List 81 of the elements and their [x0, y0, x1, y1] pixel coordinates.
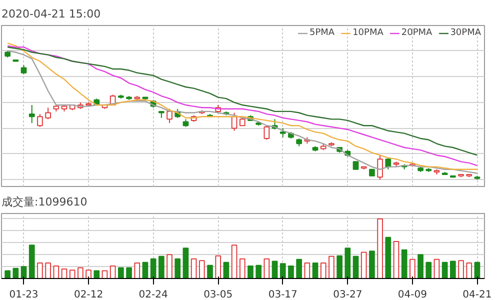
- candlestick: [20, 64, 27, 75]
- bar: [410, 258, 416, 278]
- bar: [166, 254, 172, 278]
- bar: [256, 264, 262, 278]
- bar: [94, 270, 100, 278]
- bar: [328, 256, 334, 278]
- bar: [231, 244, 238, 278]
- x-tick-label: 02-12: [74, 290, 104, 300]
- bar: [352, 256, 359, 278]
- bar: [78, 267, 84, 278]
- bar: [377, 218, 383, 278]
- candlestick: [37, 114, 43, 128]
- bar: [37, 262, 43, 278]
- bar: [288, 265, 294, 278]
- bar: [4, 270, 10, 278]
- bar: [69, 270, 76, 278]
- candlestick: [45, 107, 51, 120]
- bar: [239, 258, 246, 278]
- bar: [142, 262, 148, 278]
- bar: [426, 262, 432, 278]
- bar: [207, 264, 213, 278]
- bar: [393, 241, 400, 278]
- x-tick-label: 02-24: [138, 290, 168, 300]
- bar: [360, 252, 367, 278]
- chart-title: 成交量:1099610: [2, 196, 88, 208]
- bar: [102, 270, 108, 278]
- bar: [61, 268, 68, 278]
- candlestick: [264, 125, 270, 140]
- bar: [418, 254, 424, 278]
- bar: [223, 262, 230, 278]
- bar: [134, 262, 140, 278]
- bar: [280, 263, 286, 278]
- candlestick: [280, 128, 286, 138]
- bar: [110, 265, 116, 278]
- chart-title: 2020-04-21 15:00: [2, 8, 101, 20]
- bar: [12, 268, 19, 278]
- bar: [53, 265, 60, 278]
- x-tick-label: 03-17: [268, 290, 298, 300]
- candlestick: [166, 108, 172, 124]
- legend-label: 20PMA: [401, 28, 432, 38]
- bar: [198, 260, 205, 278]
- bar: [304, 262, 310, 278]
- bar: [312, 262, 318, 278]
- bar: [344, 248, 351, 278]
- bar: [474, 262, 480, 278]
- bar: [336, 255, 342, 278]
- bar: [248, 265, 254, 278]
- candlestick: [28, 104, 35, 124]
- bar: [150, 258, 156, 278]
- bar: [401, 249, 408, 278]
- candlestick: [377, 154, 383, 180]
- bar: [20, 266, 27, 278]
- bar: [385, 236, 392, 278]
- bar: [264, 258, 270, 278]
- bar: [215, 255, 222, 278]
- legend-label: 30PMA: [450, 28, 481, 38]
- bar: [45, 262, 51, 278]
- bar: [466, 262, 472, 278]
- x-tick-label: 04-09: [398, 290, 427, 300]
- bar: [442, 262, 448, 278]
- bar: [118, 267, 124, 278]
- x-tick-label: 04-21: [462, 290, 492, 300]
- bar: [450, 260, 456, 278]
- bar: [296, 258, 302, 278]
- x-tick-label: 03-27: [333, 290, 362, 300]
- bar: [272, 260, 278, 278]
- legend-label: 5PMA: [309, 28, 335, 38]
- bar: [86, 270, 92, 278]
- legend-label: 10PMA: [352, 28, 384, 38]
- x-tick-label: 03-05: [204, 290, 233, 300]
- bar: [174, 258, 181, 278]
- x-tick-label: 01-23: [9, 290, 38, 300]
- bar: [190, 258, 197, 278]
- bar: [182, 248, 189, 278]
- bar: [434, 258, 440, 278]
- bar: [320, 262, 326, 278]
- bar: [158, 256, 164, 278]
- bar: [369, 250, 375, 278]
- bar: [28, 244, 35, 278]
- bar: [126, 267, 132, 278]
- bar: [458, 260, 464, 278]
